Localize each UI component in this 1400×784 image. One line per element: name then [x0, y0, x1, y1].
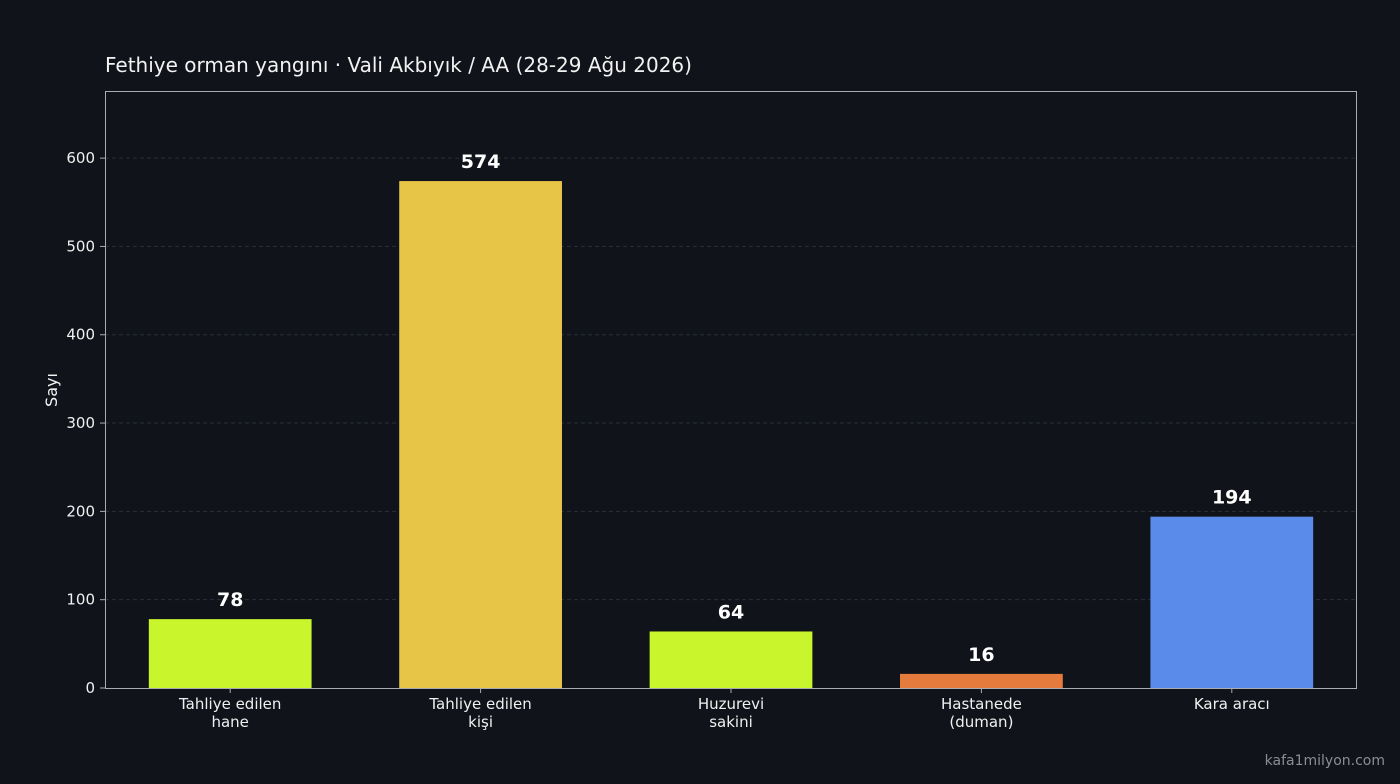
x-tick-label: Tahliye edilen kişi	[428, 695, 531, 731]
x-tick-label-line: (duman)	[949, 713, 1013, 731]
bar-value-label: 574	[461, 151, 501, 173]
x-tick-label: Hastanede (duman)	[941, 695, 1022, 731]
x-tick-label-line: Tahliye edilen	[178, 695, 281, 713]
x-tick-label-line: Hastanede	[941, 695, 1022, 713]
x-tick-label: Tahliye edilen hane	[178, 695, 281, 731]
y-tick-label: 100	[66, 591, 95, 609]
x-tick-label-line: Tahliye edilen	[428, 695, 531, 713]
y-tick-label: 300	[66, 414, 95, 432]
bar-value-label: 64	[718, 601, 744, 623]
x-tick-label: Huzurevi sakini	[698, 695, 764, 731]
bar	[900, 673, 1063, 688]
bars: 78 574 64 16 194	[148, 151, 1314, 688]
y-axis-label: Sayı	[42, 373, 61, 407]
bar	[649, 631, 813, 688]
y-tick-label: 0	[85, 679, 95, 697]
x-tick-label: Kara aracı	[1194, 695, 1270, 713]
bar-value-label: 194	[1212, 487, 1252, 509]
watermark: kafa1milyon.com	[1265, 753, 1385, 769]
y-tick-label: 600	[66, 149, 95, 167]
x-tick-label-line: hane	[211, 713, 248, 731]
grid-lines	[105, 157, 1357, 601]
bar	[148, 619, 312, 688]
x-tick-label-line: Kara aracı	[1194, 695, 1270, 713]
chart-title: Fethiye orman yangını · Vali Akbıyık / A…	[105, 53, 692, 77]
y-tick-label: 400	[66, 326, 95, 344]
y-axis-ticks: 0 100 200 300 400 500 600	[66, 149, 105, 697]
x-tick-label-line: kişi	[468, 713, 493, 731]
bar-value-label: 16	[968, 644, 994, 666]
bar	[399, 181, 562, 688]
bar-value-label: 78	[217, 589, 243, 611]
y-tick-label: 500	[66, 237, 95, 255]
bar	[1150, 516, 1314, 688]
x-tick-label-line: sakini	[709, 713, 753, 731]
x-tick-label-line: Huzurevi	[698, 695, 764, 713]
y-tick-label: 200	[66, 502, 95, 520]
